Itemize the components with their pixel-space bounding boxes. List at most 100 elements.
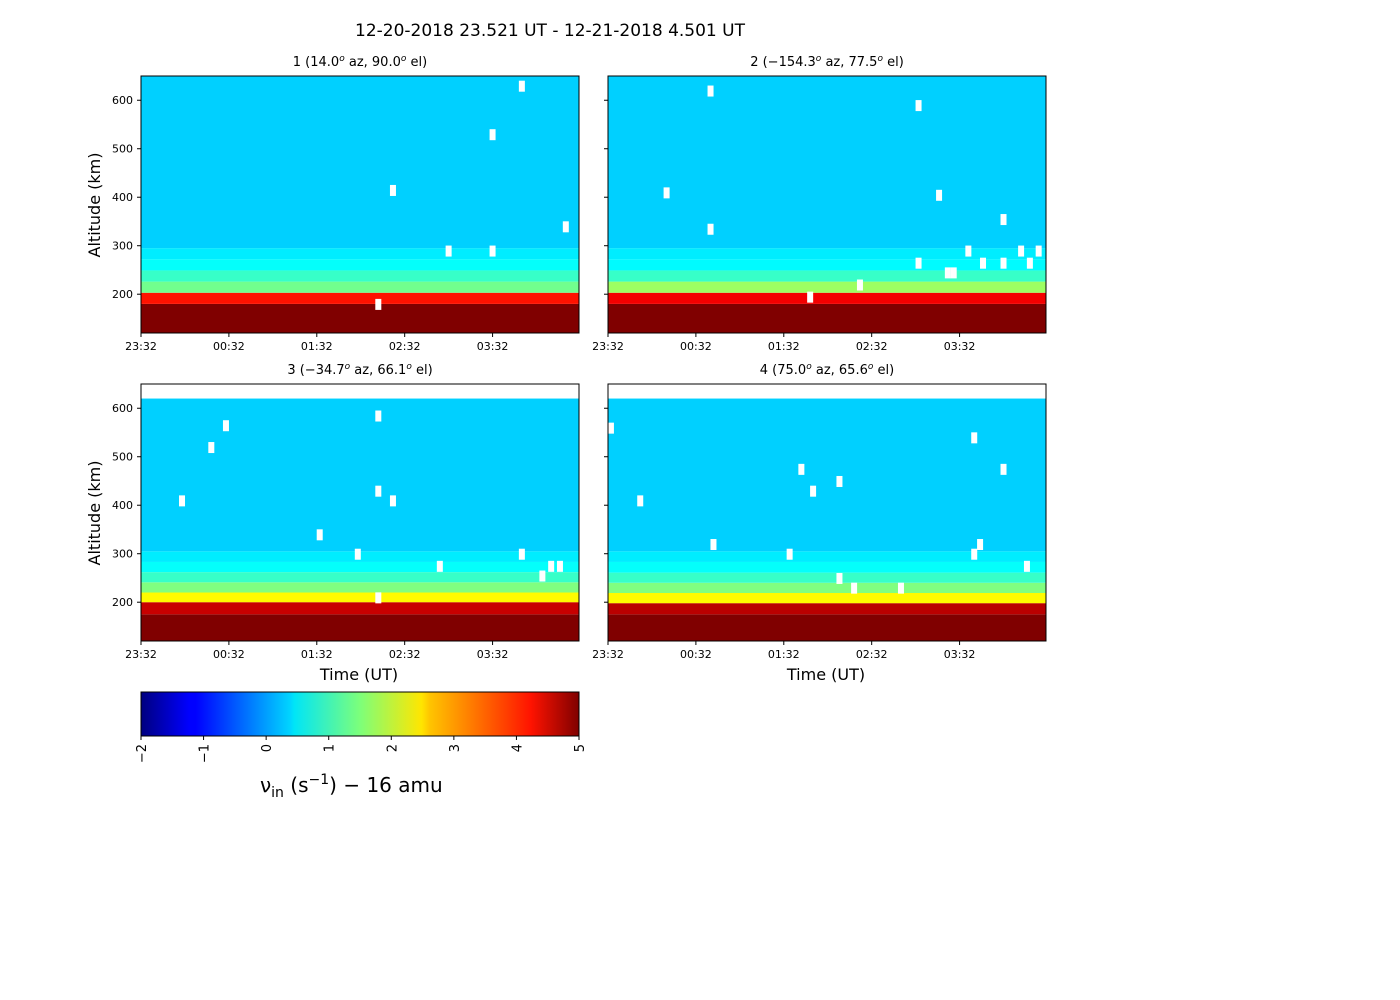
missing-data-cell-2 bbox=[208, 442, 215, 454]
y-tick-label: 300 bbox=[112, 548, 133, 561]
altitude-band-3 bbox=[141, 281, 579, 293]
panel-title-4: 4 (75.0o az, 65.6o el) bbox=[760, 362, 894, 378]
panel-title-azimuth: 2 (−154.3 bbox=[750, 55, 816, 70]
panel-4: 4 (75.0o az, 65.6o el)23:32 00:32 01:32 02:… bbox=[592, 362, 1047, 661]
missing-data-cell-14 bbox=[1000, 463, 1007, 475]
colorbar-label-units: (s bbox=[284, 773, 309, 797]
panel-title-degree: o bbox=[877, 54, 883, 64]
colorbar-label-subscript: in bbox=[271, 785, 284, 801]
panel-1: 1 (14.0o az, 90.0o el)23:32 00:32 01:32 02:… bbox=[112, 54, 580, 353]
y-tick-label: 500 bbox=[112, 451, 133, 464]
missing-data-cell-17 bbox=[1035, 245, 1042, 257]
heatmap-1 bbox=[141, 76, 579, 333]
altitude-band-2 bbox=[608, 292, 1046, 304]
missing-data-cell-15 bbox=[1018, 245, 1025, 257]
x-tick-label: 03:32 bbox=[944, 648, 976, 661]
altitude-band-1 bbox=[608, 614, 1046, 641]
panel-title-degree: o bbox=[868, 362, 874, 372]
colorbar-tick-label: 3 bbox=[448, 744, 463, 752]
y-tick-label: 500 bbox=[112, 143, 133, 156]
missing-data-cell-5 bbox=[856, 279, 863, 291]
altitude-band-1 bbox=[608, 303, 1046, 333]
altitude-band-4 bbox=[608, 270, 1046, 282]
panel-title-azimuth: 4 (75.0 bbox=[760, 363, 806, 378]
panel-3: 3 (−34.7o az, 66.1o el)23:32 00:32 01:32 02… bbox=[112, 362, 580, 661]
x-tick-label: 00:32 bbox=[680, 648, 712, 661]
y-tick-label: 200 bbox=[112, 596, 133, 609]
altitude-band-3 bbox=[608, 281, 1046, 293]
missing-data-cell-7 bbox=[836, 572, 843, 584]
x-tick-label: 02:32 bbox=[856, 340, 888, 353]
y-tick-label: 300 bbox=[112, 240, 133, 253]
missing-data-cell-1 bbox=[179, 495, 186, 507]
missing-data-cell-12 bbox=[539, 570, 546, 582]
altitude-band-3 bbox=[141, 592, 579, 603]
missing-data-cell-14 bbox=[556, 560, 563, 572]
altitude-band-2 bbox=[141, 602, 579, 615]
y-tick-label: 400 bbox=[112, 499, 133, 512]
x-tick-label: 02:32 bbox=[389, 340, 421, 353]
y-tick-label: 600 bbox=[112, 402, 133, 415]
missing-data-cell-6 bbox=[375, 592, 382, 604]
x-tick-label: 03:32 bbox=[477, 648, 509, 661]
panel-frame-4 bbox=[607, 383, 1047, 642]
colorbar-tick-label: 1 bbox=[323, 744, 338, 752]
x-tick-label: 02:32 bbox=[856, 648, 888, 661]
altitude-band-6 bbox=[141, 248, 579, 260]
heatmap-3 bbox=[141, 398, 579, 641]
altitude-band-5 bbox=[608, 572, 1046, 583]
altitude-band-4 bbox=[141, 270, 579, 282]
altitude-band-3 bbox=[608, 592, 1046, 604]
panel-title-suffix: el) bbox=[406, 55, 427, 70]
missing-data-cell-10 bbox=[950, 267, 957, 279]
missing-data-cell-14 bbox=[1000, 214, 1007, 226]
altitude-band-7 bbox=[608, 76, 1046, 249]
altitude-band-1 bbox=[141, 614, 579, 641]
panel-title-degree: o bbox=[401, 54, 407, 64]
colorbar-tick-label: −1 bbox=[198, 744, 213, 763]
colorbar-tick-label: 5 bbox=[573, 744, 588, 752]
x-tick-label: 23:32 bbox=[125, 340, 157, 353]
missing-data-cell-11 bbox=[965, 245, 972, 257]
missing-data-cell-15 bbox=[1023, 560, 1030, 572]
panel-title-2: 2 (−154.3o az, 77.5o el) bbox=[750, 54, 904, 70]
colorbar-label: νin (s−1) − 16 amu bbox=[260, 772, 443, 801]
panel-frame-1 bbox=[140, 75, 580, 334]
missing-data-cell-7 bbox=[562, 221, 569, 233]
missing-data-cell-6 bbox=[915, 257, 922, 269]
missing-data-cell-13 bbox=[977, 539, 984, 551]
heatmap-2 bbox=[608, 76, 1046, 333]
altitude-band-5 bbox=[608, 259, 1046, 271]
y-axis-label-bottom: Altitude (km) bbox=[85, 461, 104, 566]
altitude-band-4 bbox=[141, 582, 579, 593]
panel-title-elevation: az, 66.1 bbox=[350, 363, 406, 378]
missing-data-cell-3 bbox=[222, 420, 229, 432]
colorbar: −2 −1 0 1 2 3 4 5 νin (s−1) − 16 amu bbox=[135, 691, 588, 801]
missing-data-cell-6 bbox=[810, 485, 817, 497]
panel-frame-2 bbox=[607, 75, 1047, 334]
missing-data-cell-6 bbox=[518, 80, 525, 92]
panel-title-elevation: az, 65.6 bbox=[812, 363, 868, 378]
missing-data-cell-16 bbox=[1026, 257, 1033, 269]
x-tick-label: 23:32 bbox=[592, 340, 624, 353]
x-tick-label: 00:32 bbox=[680, 340, 712, 353]
altitude-band-5 bbox=[141, 572, 579, 583]
altitude-band-2 bbox=[141, 292, 579, 304]
colorbar-tick-label: 4 bbox=[510, 744, 525, 752]
missing-data-cell-13 bbox=[548, 560, 555, 572]
missing-data-cell-8 bbox=[836, 475, 843, 487]
missing-data-cell-10 bbox=[436, 560, 443, 572]
panel-title-degree: o bbox=[806, 362, 812, 372]
x-tick-label: 01:32 bbox=[301, 340, 333, 353]
altitude-band-6 bbox=[608, 561, 1046, 573]
altitude-band-4 bbox=[608, 582, 1046, 593]
y-tick-label: 400 bbox=[112, 191, 133, 204]
missing-data-cell-7 bbox=[375, 485, 382, 497]
missing-data-cell-5 bbox=[354, 548, 361, 560]
x-axis-label-right: Time (UT) bbox=[786, 665, 865, 684]
colorbar-tick-label: −2 bbox=[135, 744, 150, 763]
colorbar-gradient bbox=[140, 691, 580, 737]
missing-data-cell-9 bbox=[851, 582, 858, 594]
x-tick-label: 03:32 bbox=[477, 340, 509, 353]
